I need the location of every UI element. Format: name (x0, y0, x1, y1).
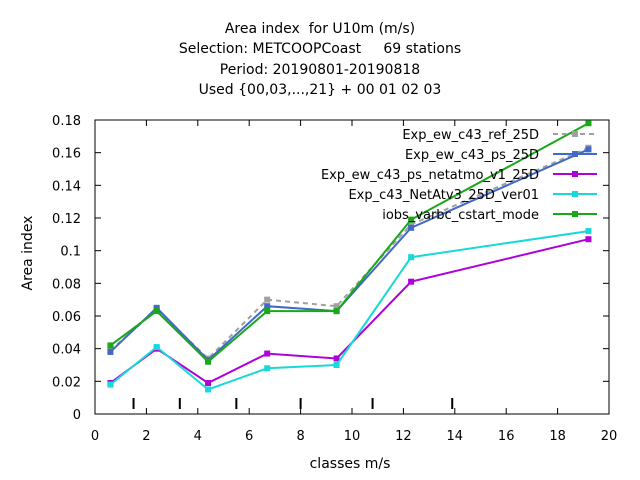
series-2-point (408, 224, 415, 231)
series-2-point (264, 303, 271, 310)
plot-frame (94, 119, 610, 415)
series-5-point (107, 342, 114, 349)
y-tick-label: 0.04 (52, 343, 81, 358)
series-5-point (408, 216, 415, 223)
x-tick-label: 20 (601, 429, 618, 444)
legend-label: Exp_ew_c43_ps_25D (405, 148, 539, 163)
y-tick-label: 0.1 (60, 245, 81, 260)
legend-label: Exp_c43_NetAtv3_25D_ver01 (348, 188, 539, 203)
series-1-point (333, 303, 340, 310)
series-2-point (107, 348, 114, 355)
chart-title-line-1: Area index for U10m (m/s) (224, 21, 416, 37)
y-tick-label: 0.12 (52, 212, 81, 227)
series-5-point (153, 308, 160, 315)
series-1-point (408, 221, 415, 228)
chart-title-line-2: Selection: METCOOPCoast 69 stations (178, 41, 462, 57)
x-tick-label: 16 (498, 429, 515, 444)
legend-swatch-marker (572, 211, 578, 217)
x-axis-label: classes m/s (309, 456, 391, 472)
x-tick-label: 6 (245, 429, 253, 444)
series-4-point (107, 381, 114, 388)
y-tick-label: 0.14 (52, 179, 81, 194)
series-3-point (333, 355, 340, 362)
x-tick-label: 14 (447, 429, 464, 444)
series-4-point (408, 254, 415, 261)
x-tick-label: 8 (296, 429, 304, 444)
series-1-point (264, 296, 271, 303)
x-tick-label: 12 (395, 429, 412, 444)
legend-swatch-marker (572, 171, 578, 177)
x-tick-label: 18 (549, 429, 566, 444)
legend-swatch-marker (572, 151, 578, 157)
y-tick-label: 0.18 (52, 114, 81, 129)
series-3-point (408, 278, 415, 285)
y-tick-label: 0 (73, 408, 81, 423)
chart-title-line-4: Used {00,03,...,21} + 00 01 02 03 (198, 82, 442, 98)
series-3-point (205, 379, 212, 386)
legend-label: iobs_varbc_cstart_mode (382, 208, 539, 223)
series-5-point (333, 308, 340, 315)
y-tick-label: 0.02 (52, 375, 81, 390)
series-3-point (585, 236, 592, 243)
legend-swatch-marker (572, 191, 578, 197)
series-2-point (585, 146, 592, 153)
x-tick-label: 0 (91, 429, 99, 444)
legend-swatch-marker (572, 131, 578, 137)
series-5-point (205, 358, 212, 365)
x-tick-label: 4 (194, 429, 202, 444)
x-tick-label: 10 (344, 429, 361, 444)
legend-label: Exp_ew_c43_ref_25D (402, 128, 539, 143)
series-4-point (333, 362, 340, 368)
series-4-point (205, 386, 212, 393)
series-5-point (585, 120, 592, 127)
y-tick-label: 0.16 (52, 147, 81, 162)
y-axis-label: Area index (20, 215, 36, 291)
series-4-point (153, 344, 160, 351)
series-5-point (264, 308, 271, 315)
series-4-point (264, 365, 271, 372)
series-2-point (153, 304, 160, 311)
y-tick-label: 0.08 (52, 277, 81, 292)
series-4-point (585, 228, 592, 235)
x-tick-label: 2 (142, 429, 150, 444)
y-tick-label: 0.06 (52, 310, 81, 325)
series-3-point (264, 350, 271, 357)
chart-title-line-3: Period: 20190801-20190818 (219, 62, 421, 78)
legend-label: Exp_ew_c43_ps_netatmo_v1_25D (321, 168, 539, 183)
series-line-3 (109, 238, 589, 385)
